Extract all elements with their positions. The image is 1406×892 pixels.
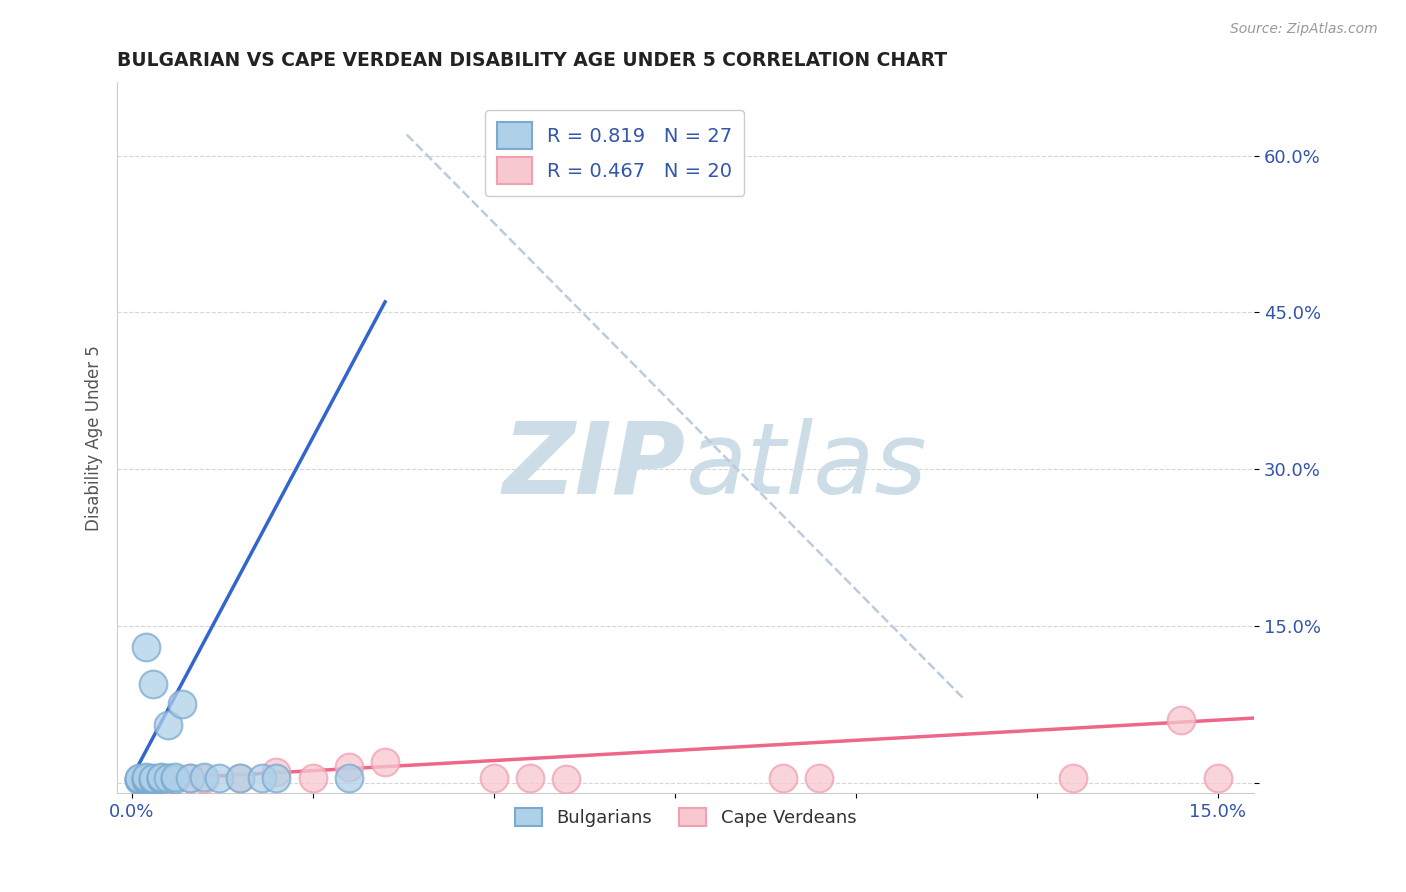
Point: [142, 772, 165, 786]
Y-axis label: Disability Age Under 5: Disability Age Under 5: [86, 345, 103, 531]
Point: [229, 771, 252, 785]
Point: [128, 772, 150, 786]
Point: [135, 770, 157, 784]
Point: [135, 771, 157, 785]
Point: [266, 765, 288, 780]
Point: [1206, 771, 1229, 785]
Point: [482, 771, 505, 785]
Point: [555, 772, 578, 786]
Point: [149, 770, 172, 784]
Point: [1170, 713, 1192, 727]
Point: [250, 771, 273, 785]
Point: [374, 755, 396, 769]
Point: [172, 698, 194, 712]
Point: [128, 772, 150, 787]
Point: [207, 771, 229, 785]
Point: [229, 771, 252, 785]
Point: [128, 772, 150, 786]
Point: [337, 771, 360, 785]
Point: [149, 772, 172, 786]
Point: [193, 770, 215, 784]
Point: [142, 676, 165, 690]
Point: [142, 772, 165, 787]
Text: atlas: atlas: [686, 417, 927, 515]
Text: ZIP: ZIP: [502, 417, 686, 515]
Point: [149, 771, 172, 785]
Point: [808, 771, 831, 785]
Point: [135, 772, 157, 786]
Point: [149, 771, 172, 785]
Point: [135, 640, 157, 654]
Point: [135, 772, 157, 786]
Text: Source: ZipAtlas.com: Source: ZipAtlas.com: [1230, 22, 1378, 37]
Point: [156, 771, 179, 785]
Point: [156, 771, 179, 785]
Point: [266, 771, 288, 785]
Point: [301, 771, 323, 785]
Point: [337, 760, 360, 774]
Point: [135, 772, 157, 787]
Point: [772, 771, 794, 785]
Point: [142, 771, 165, 785]
Point: [128, 771, 150, 785]
Point: [165, 772, 187, 786]
Point: [1062, 771, 1084, 785]
Point: [142, 772, 165, 786]
Legend: Bulgarians, Cape Verdeans: Bulgarians, Cape Verdeans: [508, 800, 863, 834]
Point: [519, 771, 541, 785]
Point: [179, 771, 201, 785]
Point: [193, 772, 215, 786]
Text: BULGARIAN VS CAPE VERDEAN DISABILITY AGE UNDER 5 CORRELATION CHART: BULGARIAN VS CAPE VERDEAN DISABILITY AGE…: [117, 51, 948, 70]
Point: [179, 771, 201, 785]
Point: [156, 718, 179, 732]
Point: [165, 770, 187, 784]
